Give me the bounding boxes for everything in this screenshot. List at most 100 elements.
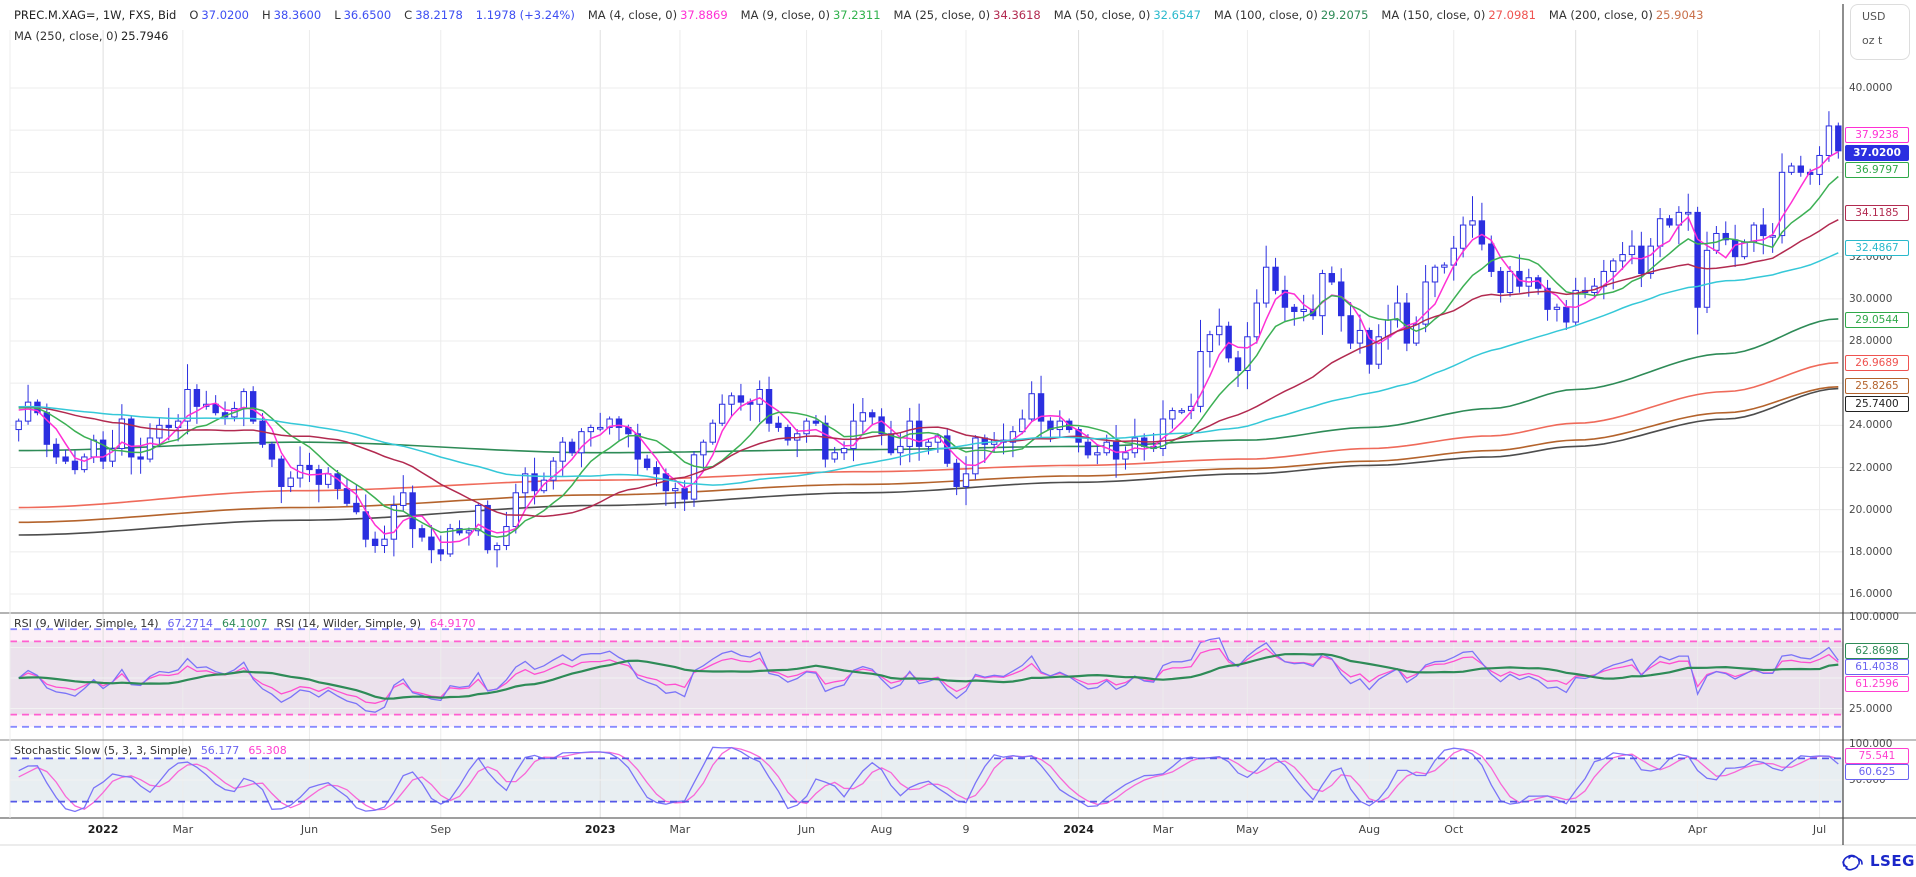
ma-study-value: 34.3618 [993,8,1041,22]
candle-up [1506,270,1514,294]
candle-up [156,424,163,439]
lseg-logo-text: LSEG [1870,852,1915,870]
price-tick-label: 16.0000 [1849,588,1893,600]
value-badge: 26.9689 [1845,355,1909,371]
candle-down [1272,266,1279,291]
instrument-symbol: PREC.M.XAG=, 1W, FXS, Bid [14,8,177,22]
x-axis-label: 2022 [87,823,119,836]
candle-up [1619,254,1626,262]
candle-up [1788,165,1795,173]
candle-up [597,426,604,430]
candle-down [1366,329,1373,365]
stoch-d-line [18,746,1839,811]
candle-up [859,412,867,422]
candle-down [428,536,435,551]
candle-down [306,464,313,471]
x-axis-label: Sep [430,823,452,836]
ma-study-value: 37.2311 [832,8,881,22]
candle-down [953,462,960,487]
candle-up [1750,224,1758,243]
candle-down [137,456,144,460]
candle-up [15,420,22,431]
candle-up [1056,420,1064,431]
price-tick-label: 28.0000 [1849,335,1893,347]
candle-down [1797,165,1804,173]
candle-up [578,431,585,454]
ma-study-0: MA (4, close, 0) 37.8869 [588,8,728,22]
quote-label: C [404,8,413,22]
ma250-header-row: MA (250, close, 0) 25.7946 [14,29,169,43]
candle-down [193,388,201,407]
rsi-9-line [18,637,1839,713]
candle-down [128,418,135,458]
candle-down [1760,224,1767,237]
candle-down [343,488,351,504]
candle-up [972,437,979,475]
quote-value: 38.2178 [415,8,463,22]
x-axis-label: Mar [669,823,691,836]
candle-up [512,492,520,528]
candle-down [1234,357,1242,372]
candle-down [353,502,360,513]
candle-down [784,426,792,441]
candle-down [1347,315,1354,344]
candle-up [1169,410,1176,420]
lseg-logo: LSEG [1840,850,1915,872]
candle-down [165,424,172,428]
candle-up [550,460,557,481]
x-axis-label: May [1236,823,1259,836]
x-axis-label: Jul [1812,823,1827,836]
candle-up [90,439,97,458]
candle-up [1656,218,1664,247]
ma-line-ma250 [18,387,1839,536]
value-badge: 36.9797 [1845,162,1909,178]
candle-down [643,458,651,469]
quote-label: O [189,8,199,22]
candle-up [390,504,398,540]
candle-down [568,441,576,454]
quote-value: 36.6500 [343,8,392,22]
candle-up [446,528,454,555]
candle-down [634,433,641,460]
ma-line-ma150 [18,361,1839,509]
candle-up [1178,410,1185,413]
candle-up [184,388,191,422]
candle-up [1375,336,1382,365]
candle-down [62,456,69,462]
candle-up [1028,393,1035,420]
candle-up [803,420,810,435]
rsi-ma-line [18,652,1839,700]
value-badge: 29.0544 [1845,312,1909,328]
candle-up [475,504,482,532]
rsi-header-token: RSI (14, Wilder, Simple, 9) [276,617,422,630]
candle-down [1544,287,1551,310]
candle-down [484,504,491,551]
candle-down [362,511,369,540]
quote-c: C 38.2178 [404,8,463,22]
candle-down [1516,270,1523,287]
ma-line-50 [18,252,1839,486]
ma-line-4 [18,151,1839,544]
value-badge: 61.4038 [1845,659,1909,675]
candle-up [1394,302,1401,321]
candle-down [1037,393,1045,422]
ma-study-label: MA (50, close, 0) [1053,8,1151,22]
candle-down [1666,218,1673,226]
candle-down [409,492,416,530]
x-axis-label: Jun [797,823,816,836]
rsi-panel-header: RSI (9, Wilder, Simple, 14) 67.2714 64.100… [14,617,476,630]
candle-up [1319,273,1326,317]
candle-down [71,460,79,471]
ma-line-ma200 [18,386,1839,524]
candle-up [559,441,566,462]
ma-study-5: MA (150, close, 0) 27.0981 [1381,8,1536,22]
candle-down [1638,245,1645,275]
candle-up [962,473,970,487]
candle-down [1281,289,1289,308]
ma-study-label: MA (9, close, 0) [740,8,830,22]
quote-h: H 38.3600 [262,8,321,22]
rsi-header-token: 64.9170 [430,617,476,630]
candle-down [315,469,323,485]
x-axis-label: 9 [962,823,970,836]
